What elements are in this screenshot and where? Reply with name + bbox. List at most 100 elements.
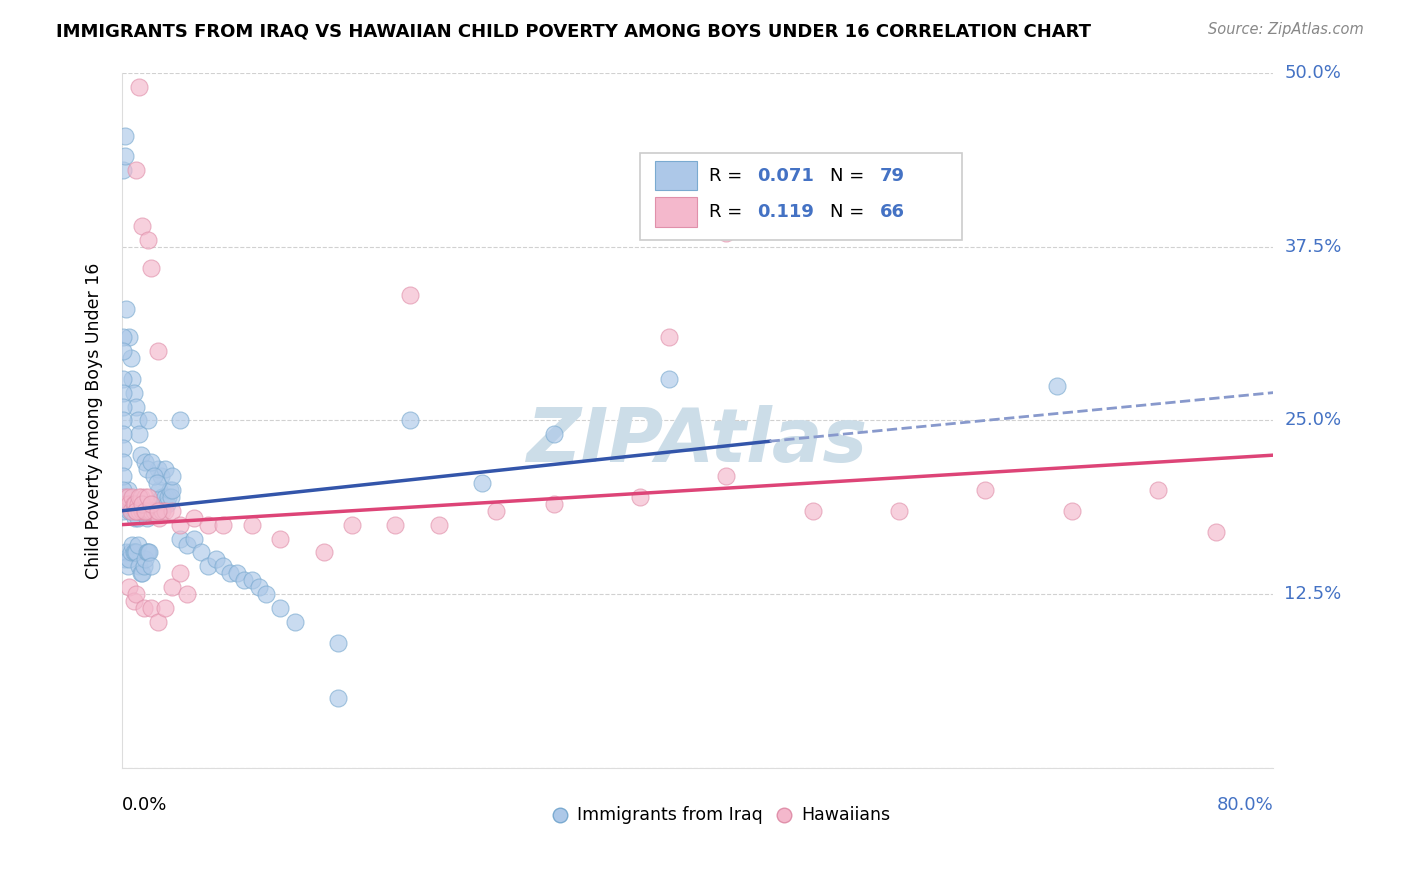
Point xyxy=(117,559,139,574)
Text: R =: R = xyxy=(709,203,748,221)
Point xyxy=(132,559,155,574)
Text: 0.0%: 0.0% xyxy=(122,796,167,814)
Point xyxy=(269,601,291,615)
Point xyxy=(128,427,150,442)
Point xyxy=(485,504,508,518)
Point xyxy=(122,385,145,400)
Point xyxy=(240,573,263,587)
Point xyxy=(139,504,162,518)
Point xyxy=(125,587,148,601)
Text: Hawaiians: Hawaiians xyxy=(801,806,890,824)
Point xyxy=(120,504,142,518)
Text: Source: ZipAtlas.com: Source: ZipAtlas.com xyxy=(1208,22,1364,37)
Point xyxy=(136,233,159,247)
Text: 12.5%: 12.5% xyxy=(1285,585,1341,603)
Point xyxy=(114,128,136,143)
Point xyxy=(129,448,152,462)
Point xyxy=(134,504,156,518)
Point xyxy=(115,545,138,559)
Point xyxy=(128,504,150,518)
Point xyxy=(384,517,406,532)
Point xyxy=(125,504,148,518)
Point xyxy=(716,226,738,240)
Point xyxy=(342,517,364,532)
Point xyxy=(142,469,165,483)
Point xyxy=(122,497,145,511)
Point xyxy=(136,504,159,518)
Text: 79: 79 xyxy=(880,167,904,185)
Point xyxy=(1205,524,1227,539)
Point xyxy=(129,566,152,581)
Point xyxy=(658,855,681,870)
Point xyxy=(122,545,145,559)
Point xyxy=(628,490,651,504)
Point xyxy=(129,490,152,504)
Point xyxy=(197,559,219,574)
Point xyxy=(145,475,167,490)
Point xyxy=(114,490,136,504)
Point xyxy=(1060,504,1083,518)
Point xyxy=(247,580,270,594)
Point xyxy=(148,483,170,497)
Point xyxy=(169,517,191,532)
Text: 25.0%: 25.0% xyxy=(1285,411,1341,429)
Point xyxy=(114,552,136,566)
Point xyxy=(146,615,169,629)
Point xyxy=(135,510,157,524)
Point xyxy=(128,559,150,574)
Point xyxy=(121,490,143,504)
Point xyxy=(150,490,173,504)
Point xyxy=(131,504,153,518)
Point xyxy=(169,532,191,546)
Point xyxy=(176,539,198,553)
Point xyxy=(136,504,159,518)
Point xyxy=(219,566,242,581)
Point xyxy=(938,855,960,870)
Point xyxy=(471,475,494,490)
Y-axis label: Child Poverty Among Boys Under 16: Child Poverty Among Boys Under 16 xyxy=(86,262,103,579)
Point xyxy=(183,510,205,524)
Point xyxy=(122,504,145,518)
FancyBboxPatch shape xyxy=(655,161,696,191)
Point xyxy=(146,504,169,518)
Text: 0.071: 0.071 xyxy=(758,167,814,185)
Point xyxy=(134,504,156,518)
Point xyxy=(543,427,565,442)
Point xyxy=(176,587,198,601)
Point xyxy=(152,497,174,511)
Point xyxy=(124,497,146,511)
Point xyxy=(112,330,135,344)
Text: N =: N = xyxy=(830,203,870,221)
Point xyxy=(269,532,291,546)
Point xyxy=(135,504,157,518)
Point xyxy=(716,469,738,483)
Point xyxy=(115,497,138,511)
Point xyxy=(1147,483,1170,497)
Text: 37.5%: 37.5% xyxy=(1285,238,1341,256)
Point xyxy=(233,573,256,587)
Point xyxy=(211,559,233,574)
Point xyxy=(190,545,212,559)
Point xyxy=(112,483,135,497)
Point xyxy=(134,455,156,469)
Point xyxy=(155,490,177,504)
Point xyxy=(127,510,149,524)
Point xyxy=(112,413,135,427)
Point xyxy=(138,504,160,518)
Point xyxy=(118,580,141,594)
Point xyxy=(112,343,135,358)
Point xyxy=(162,504,184,518)
Point xyxy=(155,504,177,518)
Point xyxy=(136,545,159,559)
Point xyxy=(143,504,166,518)
Point xyxy=(427,517,450,532)
Point xyxy=(127,497,149,511)
Point xyxy=(1046,378,1069,392)
Point xyxy=(155,462,177,476)
Point xyxy=(127,539,149,553)
Text: IMMIGRANTS FROM IRAQ VS HAWAIIAN CHILD POVERTY AMONG BOYS UNDER 16 CORRELATION C: IMMIGRANTS FROM IRAQ VS HAWAIIAN CHILD P… xyxy=(56,22,1091,40)
Point xyxy=(129,497,152,511)
Text: 0.119: 0.119 xyxy=(758,203,814,221)
Point xyxy=(131,219,153,233)
Point xyxy=(124,545,146,559)
